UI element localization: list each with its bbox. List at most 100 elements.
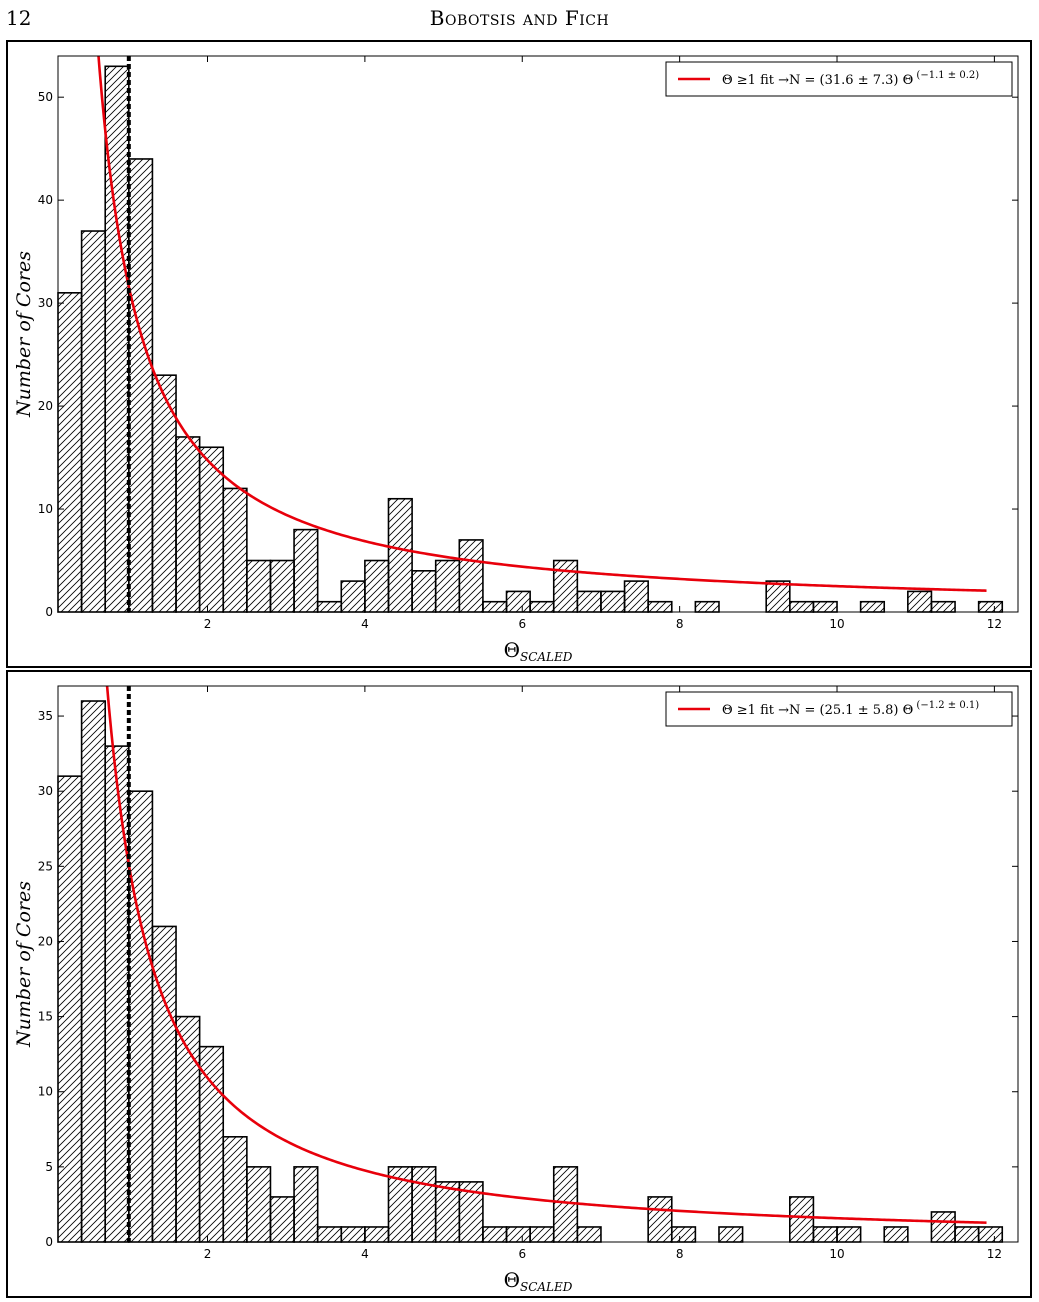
x-tick-label: 4 — [361, 1247, 369, 1261]
histogram-bar — [576, 590, 602, 613]
histogram-bar — [57, 775, 83, 1243]
legend-box — [665, 691, 1013, 727]
histogram-bar — [364, 1226, 390, 1243]
histogram-bar — [340, 1226, 366, 1243]
x-tick-label: 4 — [361, 617, 369, 631]
x-tick-label: 12 — [987, 617, 1002, 631]
x-tick-label: 12 — [987, 1247, 1002, 1261]
histogram-bar — [104, 65, 130, 613]
histogram-bar — [529, 600, 555, 613]
histogram-bar — [859, 600, 886, 613]
y-tick-label: 40 — [38, 193, 53, 207]
y-tick-label: 25 — [38, 859, 53, 873]
histogram-bar — [670, 1226, 697, 1243]
x-tick-label: 2 — [204, 617, 212, 631]
histogram-bar — [482, 600, 508, 613]
y-tick-label: 10 — [38, 502, 53, 516]
histogram-bar — [293, 1166, 319, 1243]
x-tick-label: 8 — [676, 1247, 684, 1261]
histogram-bar — [411, 1166, 437, 1243]
histogram-bar — [694, 600, 720, 613]
histogram-bar — [246, 559, 272, 613]
y-tick-label: 5 — [45, 1160, 53, 1174]
y-tick-label: 0 — [45, 605, 53, 619]
histogram-panel-top: 2 4 6 8 10 12 0 10 20 30 40 50 ΘSCALED Number of Core… — [6, 40, 1032, 668]
legend-label: Θ ≥1 fit →N = (31.6 ± 7.3) Θ (−1.1 ± 0.2… — [722, 70, 979, 88]
histogram-bar — [977, 1226, 1004, 1243]
histogram-bar — [434, 559, 461, 613]
histogram-bar — [434, 1181, 461, 1243]
histogram-bar — [198, 1045, 225, 1243]
histogram-bar — [458, 539, 484, 613]
histogram-bar — [269, 1196, 295, 1243]
plot-frame — [57, 55, 1019, 613]
histogram-bar — [222, 1136, 248, 1243]
histogram-bar — [977, 600, 1004, 613]
x-axis-label: ΘSCALED — [504, 638, 573, 664]
histogram-bar — [387, 497, 413, 613]
histogram-chart-bottom: 2 4 6 8 10 12 0 5 10 15 20 25 30 35 ΘSCALED Number of C… — [13, 685, 1019, 1294]
histogram-bars — [57, 700, 1004, 1243]
x-tick-label: 10 — [829, 1247, 844, 1261]
x-tick-label: 8 — [676, 617, 684, 631]
power-law-fit-line — [105, 686, 987, 1224]
histogram-bar — [954, 1226, 980, 1243]
y-tick-label: 30 — [38, 784, 53, 798]
running-title: Bobotsis and Fich — [429, 6, 610, 30]
legend-label: Θ ≥1 fit →N = (25.1 ± 5.8) Θ (−1.2 ± 0.1… — [722, 700, 979, 718]
histogram-bar — [623, 580, 649, 613]
histogram-bar — [128, 790, 154, 1243]
histogram-bar — [246, 1166, 272, 1243]
page-number: 12 — [6, 6, 32, 30]
histogram-bar — [269, 559, 295, 613]
histogram-bar — [482, 1226, 508, 1243]
plot-frame — [57, 685, 1019, 1243]
y-axis-label: Number of Cores — [13, 881, 35, 1048]
histogram-bar — [505, 1226, 531, 1243]
histogram-bar — [293, 528, 319, 613]
histogram-bar — [930, 600, 956, 613]
histogram-bar — [576, 1226, 602, 1243]
y-axis: 0 5 10 15 20 25 30 35 — [38, 709, 1018, 1249]
histogram-bar — [57, 292, 83, 613]
power-law-fit-line — [97, 56, 987, 592]
histogram-bar — [812, 600, 838, 613]
histogram-bar — [789, 1196, 815, 1243]
histogram-bar — [765, 580, 791, 613]
y-tick-label: 35 — [38, 709, 53, 723]
histogram-bar — [80, 700, 107, 1243]
histogram-bar — [647, 1196, 673, 1243]
histogram-bar — [647, 600, 673, 613]
y-tick-label: 0 — [45, 1235, 53, 1249]
histogram-bar — [930, 1211, 956, 1243]
histogram-bar — [907, 590, 933, 613]
histogram-panel-bottom: 2 4 6 8 10 12 0 5 10 15 20 25 30 35 ΘSCALED Number of C… — [6, 670, 1032, 1298]
page-header: 12 Bobotsis and Fich — [0, 0, 1039, 40]
y-tick-label: 10 — [38, 1085, 53, 1099]
legend: Θ ≥1 fit →N = (25.1 ± 5.8) Θ (−1.2 ± 0.1… — [665, 691, 1013, 727]
histogram-bar — [364, 559, 390, 613]
histogram-bar — [505, 590, 531, 613]
histogram-chart-top: 2 4 6 8 10 12 0 10 20 30 40 50 ΘSCALED Number of Core… — [13, 55, 1019, 664]
x-tick-label: 6 — [518, 617, 526, 631]
y-tick-label: 20 — [38, 399, 53, 413]
x-tick-label: 10 — [829, 617, 844, 631]
histogram-bar — [529, 1226, 555, 1243]
histogram-bar — [316, 600, 343, 613]
histogram-bar — [812, 1226, 838, 1243]
y-tick-label: 20 — [38, 934, 53, 948]
histogram-bar — [552, 559, 579, 613]
y-axis-label: Number of Cores — [13, 251, 35, 418]
legend-box — [665, 61, 1013, 97]
x-tick-label: 6 — [518, 1247, 526, 1261]
histogram-bar — [789, 600, 815, 613]
histogram-bar — [600, 590, 626, 613]
histogram-bar — [128, 158, 154, 613]
histogram-bar — [836, 1226, 862, 1243]
histogram-bars — [57, 65, 1004, 613]
y-axis: 0 10 20 30 40 50 — [38, 90, 1018, 619]
histogram-bar — [340, 580, 366, 613]
x-axis: 2 4 6 8 10 12 — [204, 56, 1002, 631]
histogram-bar — [222, 487, 248, 613]
histogram-bar — [316, 1226, 343, 1243]
